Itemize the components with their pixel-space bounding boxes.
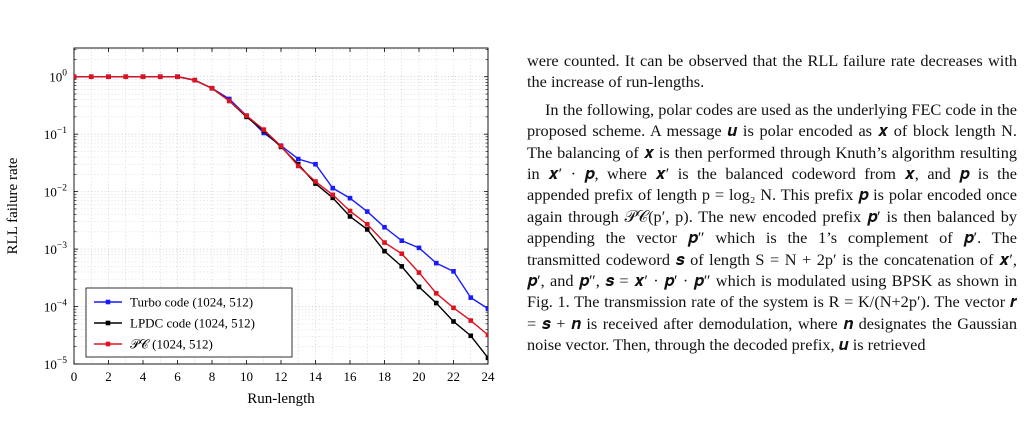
- y-tick-label: 10−4: [44, 299, 67, 315]
- series-1-point: [364, 227, 370, 232]
- y-tick-label: 10−5: [44, 356, 67, 372]
- series-line-0: [74, 76, 488, 310]
- series-1-point: [399, 264, 405, 269]
- series-2-point: [261, 127, 267, 132]
- series-0-point: [451, 269, 456, 274]
- series-1-point: [433, 300, 439, 306]
- series-layer: [74, 74, 488, 361]
- series-2-point: [123, 74, 129, 80]
- series-2-point: [399, 251, 405, 257]
- series-0-point: [416, 245, 422, 251]
- x-tick-label: 8: [209, 369, 216, 384]
- series-2-point: [433, 291, 439, 296]
- series-0-point: [468, 295, 474, 300]
- x-tick-label: 4: [140, 369, 147, 384]
- series-1-point: [330, 195, 336, 201]
- series-0-point: [330, 185, 336, 191]
- series-2-point: [416, 270, 422, 275]
- series-2-point: [74, 74, 77, 80]
- x-tick-label: 24: [482, 369, 496, 384]
- legend-marker: [105, 299, 111, 305]
- figure-panel: 0 2 4 6 8 10 12 14 16 18 20 22 24 100 10−1 10−2 10−3 10−4…: [0, 0, 505, 427]
- legend-marker: [105, 341, 111, 347]
- series-2-point: [157, 74, 163, 80]
- y-tick-label: 100: [49, 69, 67, 85]
- x-tick-label: 12: [275, 369, 288, 384]
- legend: Turbo code (1024, 512) LPDC code (1024, 5…: [85, 287, 293, 358]
- series-1-point: [382, 248, 387, 254]
- paragraph-2: In the following, polar codes are used a…: [527, 99, 1017, 355]
- series-2-point: [451, 305, 456, 311]
- series-2-point: [295, 163, 301, 169]
- series-2-point: [244, 113, 249, 118]
- series-1-point: [416, 284, 422, 290]
- series-2-point: [88, 74, 94, 80]
- x-tick-label: 10: [240, 369, 253, 384]
- y-tick-label: 10−2: [44, 184, 67, 200]
- series-1-point: [485, 355, 488, 361]
- grid: [74, 48, 488, 365]
- series-2-point: [192, 77, 198, 83]
- series-1-point: [468, 333, 474, 339]
- legend-label: 𝒫𝒞 (1024, 512): [130, 337, 213, 352]
- series-2-point: [140, 74, 146, 80]
- series-0-point: [382, 224, 387, 230]
- body-text-column: were counted. It can be observed that th…: [527, 50, 1017, 356]
- series-0-point: [295, 156, 301, 162]
- series-2-point: [364, 222, 370, 227]
- legend-label: Turbo code (1024, 512): [130, 295, 253, 310]
- series-1-point: [451, 319, 456, 324]
- series-0-point: [364, 209, 370, 214]
- series-0-point: [399, 238, 405, 243]
- series-2-point: [382, 240, 387, 245]
- legend-label: LPDC code (1024, 512): [130, 316, 255, 331]
- series-2-point: [347, 208, 353, 214]
- series-2-point: [485, 332, 488, 338]
- series-2-point: [175, 74, 180, 80]
- legend-marker: [105, 320, 111, 326]
- x-tick-label: 16: [344, 369, 358, 384]
- series-1-point: [347, 214, 353, 219]
- x-tick-label: 22: [447, 369, 460, 384]
- series-2-point: [226, 98, 232, 104]
- series-2-point: [313, 179, 318, 184]
- x-tick-label: 20: [413, 369, 426, 384]
- y-tick-label: 10−1: [44, 126, 67, 142]
- x-tick-label: 6: [174, 369, 181, 384]
- x-axis-label: Run-length: [247, 391, 315, 407]
- series-0-point: [347, 195, 353, 201]
- series-2-point: [209, 85, 215, 91]
- x-tick-label: 2: [105, 369, 112, 384]
- x-tick-label: 18: [378, 369, 391, 384]
- paragraph-1: were counted. It can be observed that th…: [527, 51, 1017, 92]
- rll-failure-chart: 0 2 4 6 8 10 12 14 16 18 20 22 2410010−110−210−310−4…: [5, 47, 495, 407]
- series-2-point: [330, 192, 336, 198]
- y-axis-label: RLL failure rate: [5, 157, 21, 254]
- series-0-point: [485, 306, 488, 311]
- series-0-point: [433, 260, 439, 266]
- axis-ticks: 0 2 4 6 8 10 12 14 16 18 20 22 2410010−110−210−310−4…: [44, 48, 495, 384]
- x-tick-label: 0: [71, 369, 78, 384]
- series-2-point: [106, 74, 111, 80]
- series-2-point: [278, 143, 284, 149]
- series-2-point: [468, 318, 474, 323]
- x-tick-label: 14: [309, 369, 323, 384]
- series-0-point: [313, 161, 318, 167]
- y-tick-label: 10−3: [44, 241, 67, 257]
